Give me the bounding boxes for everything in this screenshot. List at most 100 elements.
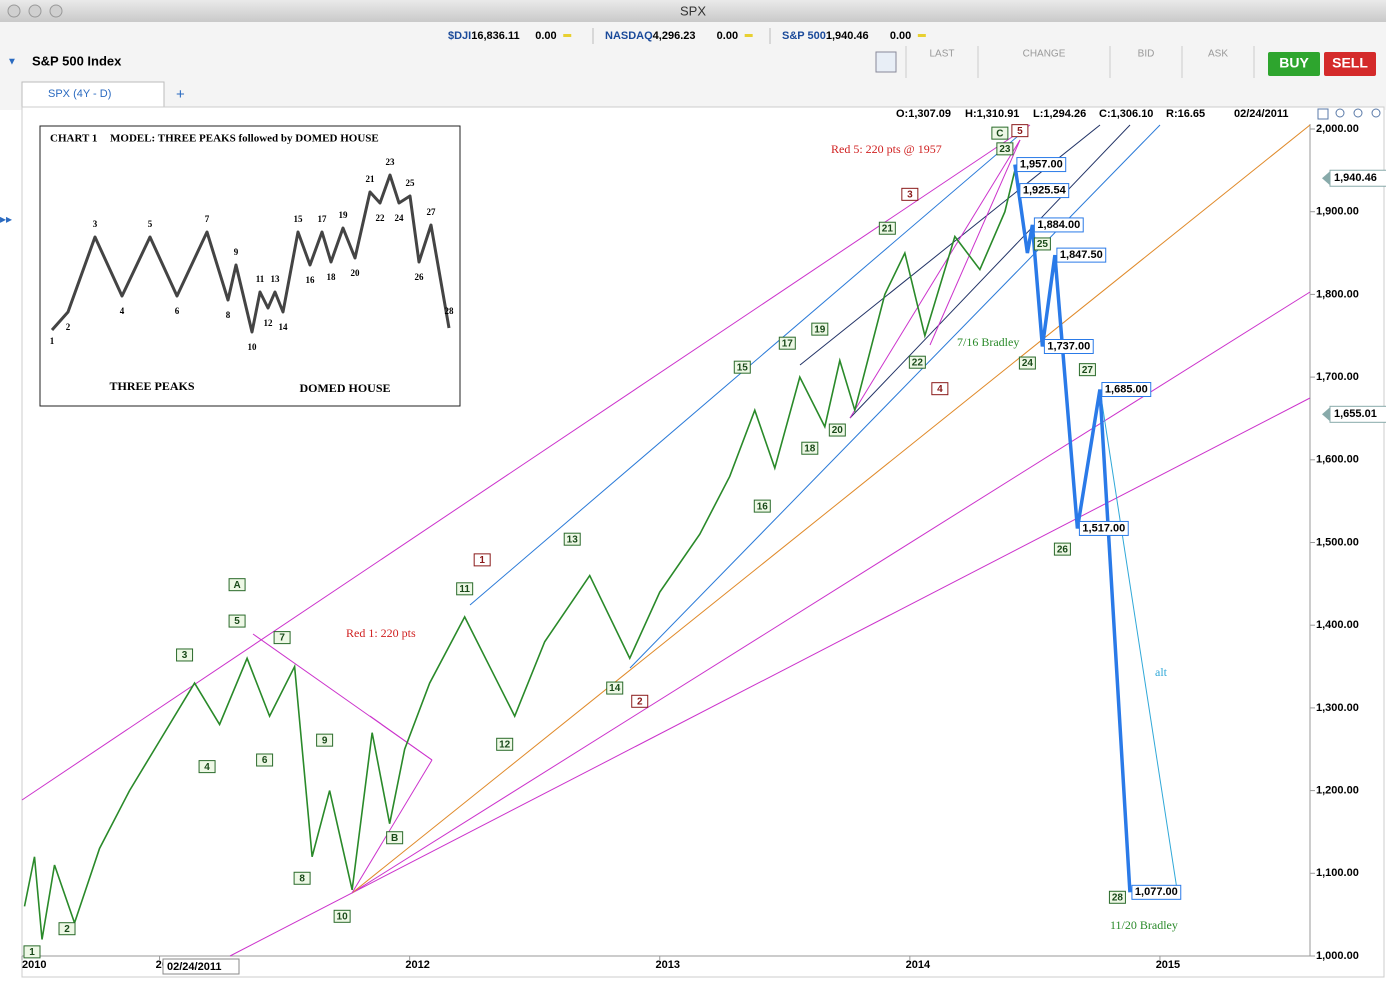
projection-label: 1,884.00 — [1037, 219, 1080, 231]
ohlc-readout: C:1,306.10 — [1099, 108, 1153, 120]
sell-label[interactable]: SELL — [1332, 55, 1368, 71]
inset-title: CHART 1 — [50, 133, 97, 145]
inset-point-label: 19 — [339, 210, 349, 220]
minimize-button[interactable] — [28, 4, 42, 18]
wave-marker-label: 4 — [204, 762, 210, 773]
wave-marker-label: 13 — [567, 534, 579, 545]
inset-point-label: 15 — [294, 214, 304, 224]
wave-marker — [1018, 356, 1036, 370]
inset-point-label: 11 — [256, 274, 265, 284]
wave-marker-label: 27 — [1082, 365, 1094, 376]
toolbar — [0, 22, 1386, 110]
inset-point-label: 5 — [148, 219, 153, 229]
title-bar — [0, 0, 1386, 22]
y-tick-label: 1,300.00 — [1316, 702, 1359, 714]
tab[interactable] — [21, 81, 165, 109]
annotation: 7/16 Bradley — [957, 335, 1019, 349]
wave-marker — [228, 578, 246, 592]
sell-button[interactable] — [1324, 52, 1376, 76]
alt-path — [1099, 389, 1178, 893]
inset-point-label: 17 — [318, 214, 328, 224]
ticker-indicator — [563, 34, 572, 37]
wave-marker-label: 1 — [479, 555, 485, 566]
ticker-symbol: S&P 500 — [782, 30, 826, 42]
inset-point-label: 16 — [306, 275, 316, 285]
wave-marker — [198, 760, 216, 774]
projection-label-box — [1131, 884, 1182, 900]
add-tab[interactable]: + — [176, 86, 185, 103]
price-badge-arrow — [1322, 407, 1330, 422]
buy-button[interactable] — [1268, 52, 1320, 76]
ticker-indicator — [917, 34, 926, 37]
chart-settings-button[interactable] — [875, 51, 897, 73]
inset-point-label: 13 — [271, 274, 281, 284]
wave-marker — [778, 336, 796, 350]
x-tick-label: 2012 — [405, 959, 429, 971]
y-tick-label: 1,800.00 — [1316, 288, 1359, 300]
wave-marker-label: 5 — [1017, 126, 1023, 137]
zoom-out[interactable] — [1353, 108, 1363, 118]
zoom-icons[interactable] — [1317, 108, 1381, 120]
trend-line — [21, 124, 1031, 801]
ticker-price: 16,836.11 — [471, 30, 519, 42]
projection-label-box — [1016, 157, 1067, 173]
wave-marker-label: 2 — [64, 924, 70, 935]
window-title: SPX — [680, 3, 706, 18]
zoom-button[interactable] — [49, 4, 63, 18]
inset-point-label: 6 — [175, 306, 180, 316]
tab-label[interactable]: SPX (4Y - D) — [48, 88, 111, 100]
wave-marker — [1078, 363, 1096, 377]
ticker-change: 0.00 — [717, 30, 738, 42]
wave-marker — [996, 142, 1014, 156]
inset-point-label: 12 — [264, 318, 274, 328]
trend-line — [369, 715, 433, 761]
projection-label: 1,517.00 — [1082, 522, 1125, 534]
wave-marker — [293, 871, 311, 885]
x-tick-label: 2015 — [1156, 959, 1180, 971]
inset-point-label: 2 — [66, 322, 71, 332]
inset-point-label: 22 — [376, 213, 386, 223]
projection-label: 1,737.00 — [1047, 340, 1090, 352]
buy-label[interactable]: BUY — [1279, 55, 1309, 71]
inset-point-label: 4 — [120, 306, 125, 316]
trend-line — [929, 139, 1021, 346]
wave-marker-label: 22 — [912, 357, 924, 368]
wave-marker-label: 18 — [804, 443, 816, 454]
wave-marker-label: A — [233, 580, 240, 591]
wave-marker-label: 10 — [337, 911, 349, 922]
instrument-title: S&P 500 Index — [32, 53, 122, 68]
annotation: 11/20 Bradley — [1110, 918, 1178, 932]
y-tick-label: 1,200.00 — [1316, 785, 1359, 797]
annotation: Red 1: 220 pts — [346, 626, 416, 640]
wave-marker — [176, 648, 194, 662]
wave-marker — [606, 681, 624, 695]
wave-marker — [58, 922, 76, 936]
wave-marker — [473, 553, 491, 567]
zoom-fit[interactable] — [1371, 108, 1381, 118]
wave-marker — [801, 441, 819, 455]
price-line — [23, 170, 1016, 940]
inset-left-label: THREE PEAKS — [109, 379, 194, 393]
readout-date: 02/24/2011 — [1234, 108, 1288, 120]
zoom-reset[interactable] — [1317, 108, 1329, 120]
close-button[interactable] — [7, 4, 21, 18]
wave-marker-label: 3 — [182, 650, 188, 661]
wave-marker — [828, 423, 846, 437]
projection-label: 1,077.00 — [1135, 886, 1178, 898]
collapse-icon[interactable]: ▼ — [7, 57, 17, 68]
zoom-in[interactable] — [1335, 108, 1345, 118]
y-tick-label: 1,600.00 — [1316, 454, 1359, 466]
wave-marker — [456, 582, 474, 596]
ohlc-readout: L:1,294.26 — [1033, 108, 1086, 120]
price-label: 1,925.54 — [1023, 184, 1067, 196]
inset-point-label: 1 — [50, 336, 55, 346]
wave-marker — [908, 355, 926, 369]
inset-point-label: 28 — [445, 306, 455, 316]
wave-marker-label: 4 — [937, 384, 943, 395]
expand-icon[interactable]: ▸▸ — [0, 212, 12, 226]
inset-point-label: 7 — [205, 214, 210, 224]
wave-marker-label: 26 — [1057, 544, 1069, 555]
wave-marker-label: 20 — [832, 425, 844, 436]
trend-line — [629, 124, 1161, 669]
